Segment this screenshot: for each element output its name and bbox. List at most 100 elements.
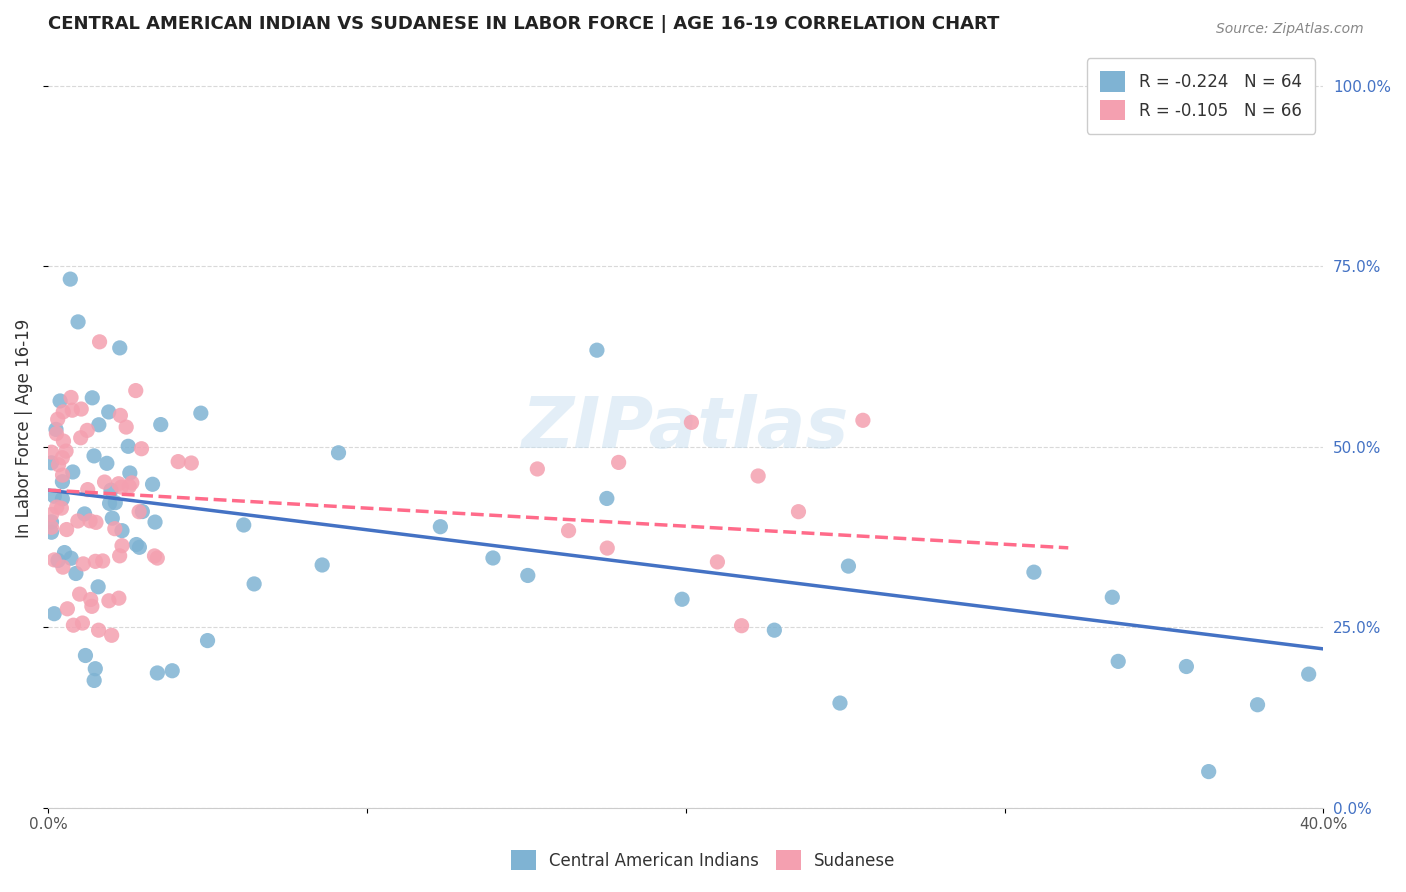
Point xyxy=(91,554,114,568)
Point xyxy=(107,476,129,491)
Point xyxy=(65,566,87,581)
Point xyxy=(118,479,141,493)
Point xyxy=(70,402,93,417)
Point xyxy=(60,551,83,566)
Point xyxy=(97,405,120,419)
Point xyxy=(125,537,148,551)
Point xyxy=(110,480,132,494)
Point xyxy=(73,507,96,521)
Point xyxy=(516,568,538,582)
Point xyxy=(149,417,172,432)
Point xyxy=(104,522,127,536)
Point xyxy=(108,549,131,563)
Point xyxy=(706,555,728,569)
Point xyxy=(87,580,110,594)
Point xyxy=(596,541,619,555)
Point xyxy=(49,394,72,409)
Point xyxy=(51,475,73,489)
Point xyxy=(41,456,63,470)
Point xyxy=(100,628,122,642)
Point xyxy=(1107,654,1129,668)
Point xyxy=(72,557,94,571)
Point xyxy=(197,633,219,648)
Legend: Central American Indians, Sudanese: Central American Indians, Sudanese xyxy=(498,837,908,884)
Point xyxy=(87,417,110,432)
Point xyxy=(121,475,143,490)
Point xyxy=(730,618,752,632)
Point xyxy=(75,648,97,663)
Point xyxy=(80,592,103,607)
Point xyxy=(93,475,115,489)
Point xyxy=(41,520,63,534)
Point xyxy=(53,545,76,559)
Legend: R = -0.224   N = 64, R = -0.105   N = 66: R = -0.224 N = 64, R = -0.105 N = 66 xyxy=(1087,58,1315,134)
Point xyxy=(110,409,132,423)
Point xyxy=(146,551,169,566)
Point xyxy=(328,446,350,460)
Point xyxy=(84,554,107,568)
Point xyxy=(84,516,107,530)
Point xyxy=(62,618,84,632)
Point xyxy=(52,405,75,419)
Point xyxy=(96,456,118,470)
Point xyxy=(69,431,91,445)
Point xyxy=(44,607,66,621)
Point xyxy=(46,553,69,567)
Point xyxy=(83,673,105,688)
Point xyxy=(79,514,101,528)
Point xyxy=(429,519,451,533)
Point xyxy=(104,496,127,510)
Point xyxy=(1298,667,1320,681)
Point xyxy=(45,422,67,436)
Point xyxy=(62,465,84,479)
Point xyxy=(41,508,63,522)
Point xyxy=(55,444,77,458)
Point xyxy=(128,505,150,519)
Point xyxy=(180,456,202,470)
Point xyxy=(98,496,121,510)
Point xyxy=(131,442,153,456)
Point xyxy=(142,477,165,491)
Point xyxy=(46,412,69,426)
Point xyxy=(243,577,266,591)
Point xyxy=(59,272,82,286)
Point xyxy=(83,449,105,463)
Point xyxy=(311,558,333,572)
Point xyxy=(108,341,131,355)
Point xyxy=(1175,659,1198,673)
Point xyxy=(118,466,141,480)
Point xyxy=(190,406,212,420)
Point xyxy=(45,426,67,441)
Point xyxy=(787,505,810,519)
Point xyxy=(111,539,134,553)
Point xyxy=(671,592,693,607)
Point xyxy=(41,525,63,540)
Text: Source: ZipAtlas.com: Source: ZipAtlas.com xyxy=(1216,22,1364,37)
Point xyxy=(76,423,98,437)
Point xyxy=(117,439,139,453)
Point xyxy=(51,491,73,506)
Point xyxy=(41,515,63,529)
Point xyxy=(60,403,83,417)
Point xyxy=(160,664,183,678)
Point xyxy=(55,523,77,537)
Point xyxy=(56,602,79,616)
Point xyxy=(1101,591,1123,605)
Text: CENTRAL AMERICAN INDIAN VS SUDANESE IN LABOR FORCE | AGE 16-19 CORRELATION CHART: CENTRAL AMERICAN INDIAN VS SUDANESE IN L… xyxy=(48,15,1000,33)
Point xyxy=(100,483,122,498)
Point xyxy=(44,553,66,567)
Point xyxy=(82,391,104,405)
Point xyxy=(1022,565,1045,579)
Point xyxy=(108,591,131,606)
Point xyxy=(763,623,786,637)
Point xyxy=(837,559,859,574)
Point xyxy=(60,391,83,405)
Point xyxy=(131,504,153,518)
Point xyxy=(232,518,254,533)
Point xyxy=(87,623,110,637)
Point xyxy=(44,489,66,503)
Point xyxy=(76,483,98,497)
Point xyxy=(125,384,148,398)
Point xyxy=(747,469,769,483)
Point xyxy=(41,445,63,459)
